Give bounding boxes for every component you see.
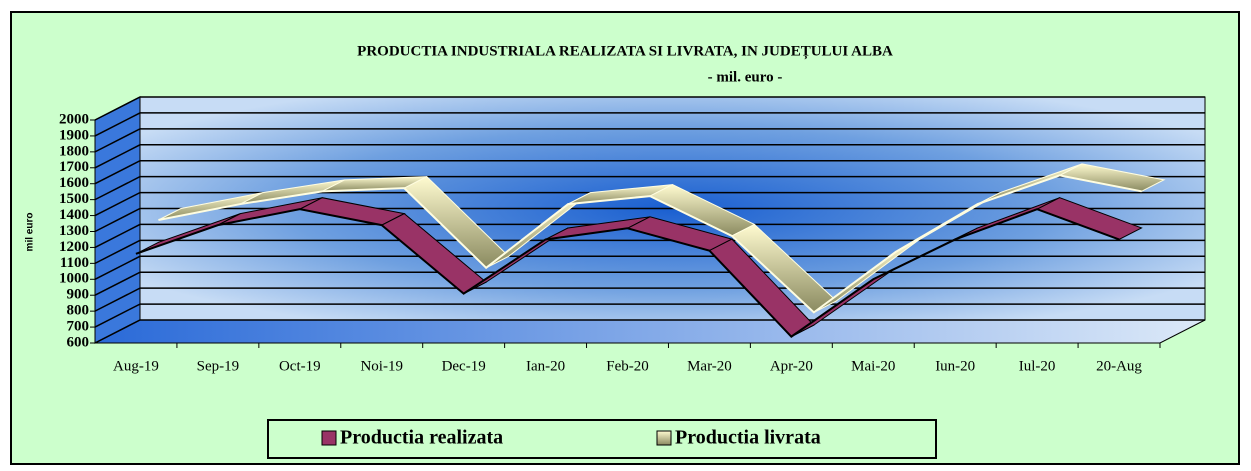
x-tick-label: Noi-19 xyxy=(360,358,403,374)
y-axis-label: mil euro xyxy=(25,213,36,252)
x-tick-label: Oct-19 xyxy=(279,358,321,374)
grid-line xyxy=(94,319,1205,344)
x-tick-label: Ian-20 xyxy=(526,358,565,374)
grid-line xyxy=(94,223,1205,249)
y-tick-label: 1800 xyxy=(59,143,89,159)
y-tick-label: 2000 xyxy=(59,111,89,127)
grid-line xyxy=(94,159,1205,185)
grid-line xyxy=(94,207,1205,233)
chart-title: PRODUCTIA INDUSTRIALA REALIZATA SI LIVRA… xyxy=(357,43,893,59)
y-tick-label: 900 xyxy=(67,287,90,303)
legend-swatch xyxy=(656,430,672,446)
y-tick-label: 700 xyxy=(67,319,90,335)
legend-swatch xyxy=(321,430,337,446)
line-series xyxy=(135,208,1120,338)
floor xyxy=(94,319,1206,344)
y-tick-label: 1900 xyxy=(59,127,89,143)
x-tick-label: Mai-20 xyxy=(851,358,895,374)
x-tick-label: Feb-20 xyxy=(606,358,649,374)
y-tick-label: 1100 xyxy=(60,255,89,271)
y-tick-label: 1200 xyxy=(59,239,89,255)
grid-line xyxy=(94,144,1205,169)
line-series xyxy=(158,174,1142,314)
y-tick-label: 1300 xyxy=(59,223,89,239)
legend-label: Productia realizata xyxy=(340,427,503,449)
grid-line xyxy=(94,112,1205,137)
chart-subtitle: - mil. euro - xyxy=(708,69,783,85)
grid-line xyxy=(94,239,1205,265)
y-tick-label: 1600 xyxy=(59,175,89,191)
y-tick-label: 1500 xyxy=(59,191,89,207)
grid-line xyxy=(94,303,1205,328)
x-tick-label: Dec-19 xyxy=(442,358,486,374)
x-tick-label: Mar-20 xyxy=(687,358,732,374)
x-tick-label: Aug-19 xyxy=(113,358,159,374)
grid-line xyxy=(94,96,1205,121)
legend-label: Productia livrata xyxy=(675,427,821,449)
x-tick-label: 20-Aug xyxy=(1096,358,1142,374)
grid-line xyxy=(94,255,1205,280)
grid-line xyxy=(94,175,1205,201)
x-tick-label: Apr-20 xyxy=(770,358,813,374)
grid-line xyxy=(94,128,1205,153)
legend xyxy=(267,419,937,459)
x-tick-label: Iun-20 xyxy=(935,358,975,374)
y-tick-label: 600 xyxy=(67,334,90,350)
y-tick-label: 1400 xyxy=(59,207,89,223)
y-tick-label: 1000 xyxy=(59,271,89,287)
x-tick-label: Sep-19 xyxy=(197,358,240,374)
y-tick-label: 1700 xyxy=(59,159,89,175)
y-tick-label: 800 xyxy=(67,303,90,319)
grid-line xyxy=(94,271,1205,296)
grid-line xyxy=(94,191,1205,217)
x-tick-label: Iul-20 xyxy=(1019,358,1056,374)
